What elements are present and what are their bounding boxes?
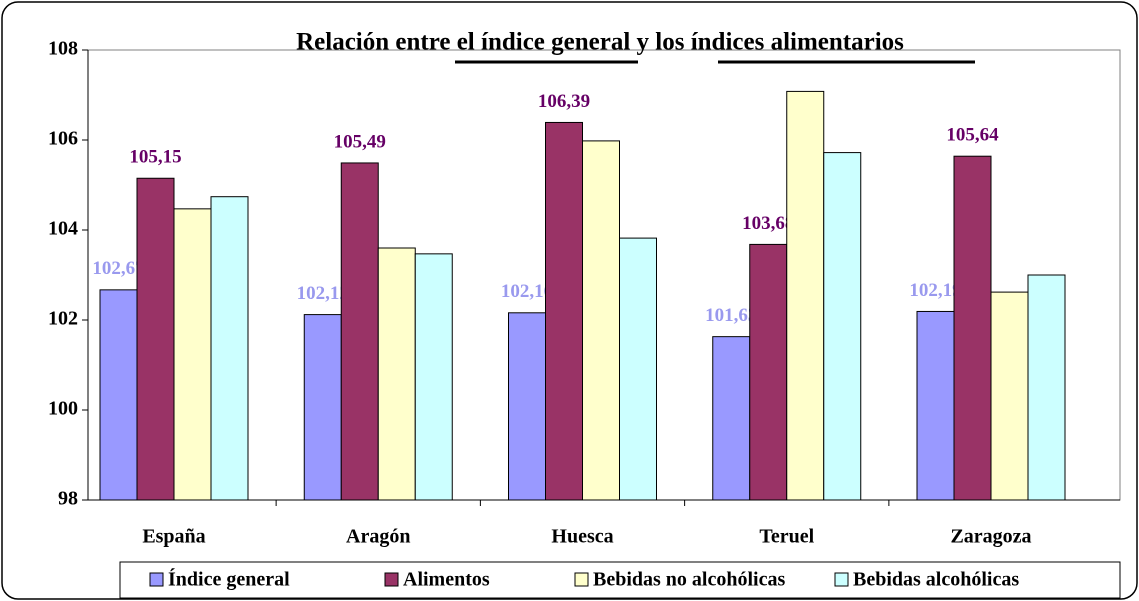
data-label: 103,68 — [742, 213, 794, 234]
y-tick-label: 108 — [48, 38, 78, 60]
bar — [953, 155, 992, 501]
bar — [823, 152, 862, 501]
data-label: 101,63 — [705, 305, 757, 326]
y-tick-label: 98 — [58, 488, 78, 510]
bar — [786, 90, 825, 501]
x-tick-label: Teruel — [759, 526, 814, 548]
y-tick-label: 102 — [48, 308, 78, 330]
data-label: 105,64 — [946, 125, 999, 146]
legend-swatch — [574, 572, 589, 587]
data-label: 105,49 — [334, 131, 386, 152]
x-tick-label: Zaragoza — [950, 526, 1031, 548]
data-label: 102,19 — [909, 280, 961, 301]
bar — [136, 177, 175, 501]
bar — [749, 243, 788, 501]
bar — [916, 310, 955, 501]
legend-label: Bebidas alcohólicas — [853, 569, 1019, 591]
legend — [119, 561, 1121, 599]
bar — [1027, 274, 1066, 501]
data-label: 106,39 — [538, 91, 590, 112]
legend-label: Bebidas no alcohólicas — [593, 569, 785, 591]
bar — [99, 289, 138, 501]
legend-swatch — [384, 572, 399, 587]
data-label: 102,12 — [297, 283, 349, 304]
chart-title: Relación entre el índice general y los í… — [296, 29, 904, 56]
y-tick-label: 104 — [48, 218, 78, 240]
bar — [210, 196, 249, 501]
bar — [340, 162, 379, 501]
data-label: 102,16 — [501, 281, 553, 302]
bar — [582, 140, 620, 501]
legend-label: Alimentos — [403, 569, 490, 591]
legend-swatch — [834, 572, 849, 587]
bar — [545, 121, 583, 501]
bar — [303, 314, 342, 501]
x-tick-label: Aragón — [346, 526, 410, 548]
bar — [619, 237, 657, 501]
x-tick-label: Huesca — [551, 526, 613, 548]
bar — [377, 247, 416, 501]
data-label: 102,67 — [92, 258, 145, 279]
bar — [508, 312, 546, 501]
y-tick-label: 106 — [48, 128, 78, 150]
bar — [414, 253, 453, 501]
legend-label: Índice general — [168, 568, 290, 591]
legend-swatch — [149, 572, 164, 587]
bar — [990, 291, 1029, 501]
bar — [173, 208, 212, 501]
data-label: 105,15 — [129, 147, 181, 168]
x-tick-label: España — [142, 526, 205, 548]
bar — [712, 336, 751, 501]
y-tick-label: 100 — [48, 398, 78, 420]
